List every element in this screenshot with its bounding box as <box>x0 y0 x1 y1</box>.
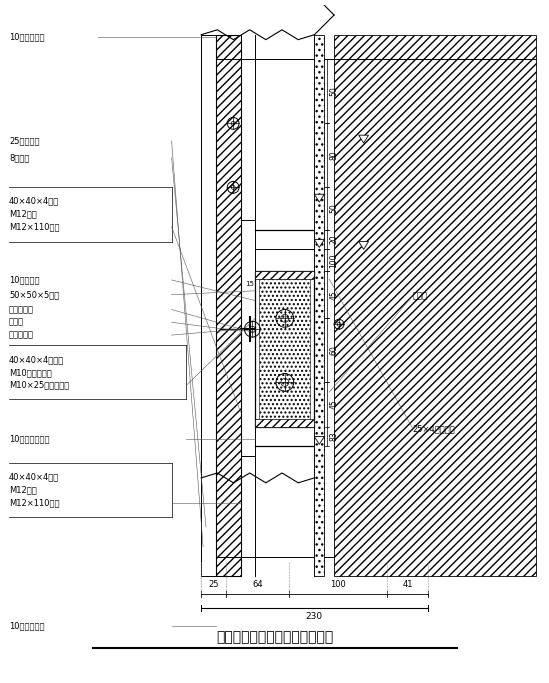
Text: 不锈钢挂件: 不锈钢挂件 <box>9 331 34 339</box>
Text: 25: 25 <box>208 580 219 589</box>
Text: 45: 45 <box>329 400 338 409</box>
Polygon shape <box>358 242 368 249</box>
Text: 10号槽制连接件: 10号槽制连接件 <box>9 434 49 443</box>
Polygon shape <box>315 436 324 445</box>
Text: 10号槽钢立柱: 10号槽钢立柱 <box>9 621 44 630</box>
Text: 40×40×4垫片: 40×40×4垫片 <box>9 197 59 206</box>
Text: 20: 20 <box>329 235 338 245</box>
Text: 8厚钢板: 8厚钢板 <box>9 153 30 163</box>
Text: 83: 83 <box>329 432 338 441</box>
Bar <box>255 271 315 427</box>
Polygon shape <box>358 135 368 143</box>
Text: M12螺母: M12螺母 <box>9 210 37 219</box>
Text: 45: 45 <box>329 290 338 300</box>
Text: 41: 41 <box>402 580 413 589</box>
Text: 50: 50 <box>329 87 338 96</box>
Text: M12×110螺栓: M12×110螺栓 <box>9 498 60 507</box>
Polygon shape <box>315 240 324 247</box>
Bar <box>201 35 216 576</box>
Polygon shape <box>315 194 324 202</box>
Text: 15: 15 <box>245 281 254 287</box>
Text: 40×40×4垫片: 40×40×4垫片 <box>9 473 59 482</box>
Text: 蜂晶柒: 蜂晶柒 <box>413 291 428 301</box>
Text: M10不锈钢螺母: M10不锈钢螺母 <box>9 368 52 377</box>
Text: 25厚蜂晶石: 25厚蜂晶石 <box>9 137 40 145</box>
Bar <box>255 419 315 427</box>
Text: 干挂石材竖向防雷主节点大样图: 干挂石材竖向防雷主节点大样图 <box>216 630 334 645</box>
Text: 10厚钢垫板: 10厚钢垫板 <box>9 275 40 284</box>
Text: 80: 80 <box>329 150 338 161</box>
Text: M12×110螺栓: M12×110螺栓 <box>9 222 60 232</box>
Text: 25×4防雷铁片: 25×4防雷铁片 <box>413 424 456 433</box>
Text: 100: 100 <box>330 580 346 589</box>
Text: 60: 60 <box>329 346 338 355</box>
Text: 50×50×5角钢: 50×50×5角钢 <box>9 290 59 299</box>
Text: 40×40×4方垫片: 40×40×4方垫片 <box>9 355 64 364</box>
Bar <box>259 275 310 423</box>
Bar <box>255 271 315 279</box>
Bar <box>216 35 240 576</box>
Text: 耐候胶: 耐候胶 <box>9 318 24 326</box>
Text: M10×25不锈钢螺栓: M10×25不锈钢螺栓 <box>9 381 69 390</box>
Text: 10号槽钢立柱: 10号槽钢立柱 <box>9 32 44 41</box>
Text: 50: 50 <box>329 204 338 213</box>
Text: 230: 230 <box>306 612 323 621</box>
Text: 64: 64 <box>252 580 262 589</box>
Bar <box>334 35 536 576</box>
Text: M12螺母: M12螺母 <box>9 485 37 494</box>
Text: 100: 100 <box>329 253 338 268</box>
Text: 泡沫胶填充: 泡沫胶填充 <box>9 305 34 314</box>
Bar <box>315 35 324 576</box>
